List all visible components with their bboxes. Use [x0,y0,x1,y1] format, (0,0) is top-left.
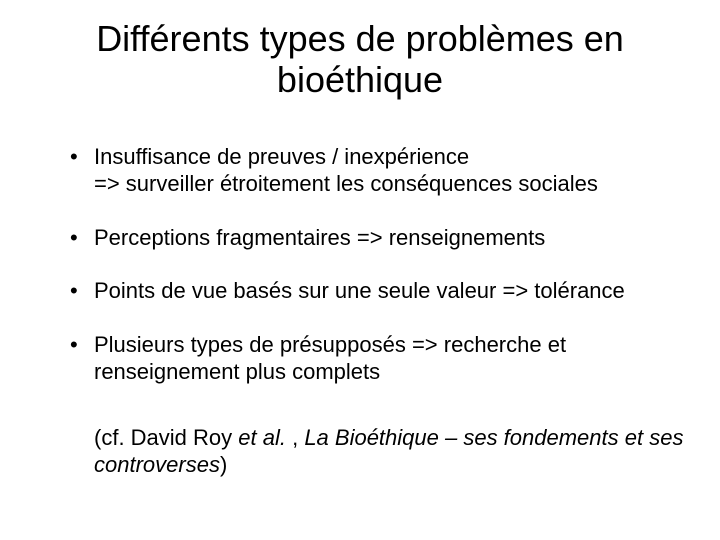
citation-suffix: ) [220,452,227,477]
citation: (cf. David Roy et al. , La Bioéthique – … [30,424,690,479]
slide-title: Différents types de problèmes en bioéthi… [30,18,690,101]
slide: Différents types de problèmes en bioéthi… [0,0,720,540]
citation-mid: , [286,425,304,450]
bullet-list: Insuffisance de preuves / inexpérience=>… [30,143,690,386]
bullet-item: Perceptions fragmentaires => renseigneme… [70,224,690,252]
bullet-item: Plusieurs types de présupposés => recher… [70,331,690,386]
bullet-item: Insuffisance de preuves / inexpérience=>… [70,143,690,198]
citation-etal: et al. [238,425,286,450]
bullet-item: Points de vue basés sur une seule valeur… [70,277,690,305]
citation-prefix: (cf. David Roy [94,425,238,450]
